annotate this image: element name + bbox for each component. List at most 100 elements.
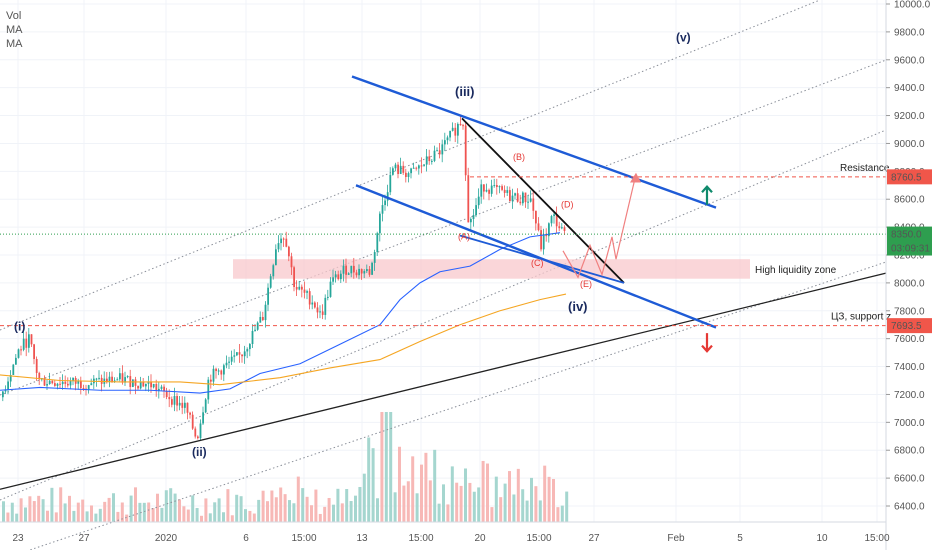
candle-body xyxy=(228,361,230,363)
candle-body xyxy=(38,372,41,380)
x-tick-label: 10 xyxy=(816,533,828,544)
wave-label: (ii) xyxy=(192,445,207,459)
candle-body xyxy=(176,396,178,406)
volume-bar xyxy=(257,499,261,522)
candle-body xyxy=(316,307,319,313)
volume-bar xyxy=(230,515,234,522)
volume-bar xyxy=(252,513,256,522)
candle-body xyxy=(438,150,441,155)
wave-label: (C) xyxy=(531,258,544,268)
candle-body xyxy=(243,351,246,357)
candle-body xyxy=(324,297,327,315)
candle-body xyxy=(509,190,511,202)
candle-body xyxy=(106,378,108,383)
volume-bar xyxy=(90,505,93,522)
price-badge-label: 8350.0 xyxy=(891,230,922,241)
y-tick-label: 9400.0 xyxy=(894,83,925,94)
volume-bar xyxy=(147,502,151,522)
volume-bar xyxy=(292,503,296,522)
candle-body xyxy=(82,388,85,390)
y-tick-label: 6800.0 xyxy=(894,446,925,457)
volume-bar xyxy=(411,456,415,522)
candle-body xyxy=(410,168,412,174)
volume-bar xyxy=(164,490,168,522)
volume-bar xyxy=(503,483,507,522)
candle-body xyxy=(54,383,56,386)
volume-bar xyxy=(10,502,14,522)
candle-body xyxy=(230,356,233,362)
candle-body xyxy=(20,349,22,351)
candle-body xyxy=(212,368,215,382)
candle-body xyxy=(51,380,54,384)
candle-body xyxy=(470,219,472,223)
volume-bar xyxy=(2,501,5,522)
candle-body xyxy=(67,383,69,386)
volume-bar xyxy=(248,510,252,522)
volume-bar xyxy=(477,487,481,522)
candle-body xyxy=(124,377,126,383)
volume-bar xyxy=(24,507,27,522)
x-tick-label: 15:00 xyxy=(291,533,316,544)
candle-body xyxy=(4,389,7,392)
candle-body xyxy=(371,262,373,275)
candle-body xyxy=(178,402,181,406)
candle-body xyxy=(347,273,350,275)
candle-body xyxy=(262,316,264,321)
candle-body xyxy=(254,329,256,331)
wave-label: (A) xyxy=(458,232,470,242)
candle-body xyxy=(275,249,277,266)
candle-body xyxy=(285,238,288,247)
y-tick-label: 7800.0 xyxy=(894,306,925,317)
volume-bar xyxy=(516,468,520,522)
candle-body xyxy=(529,198,532,202)
volume-bar xyxy=(301,488,305,522)
candle-body xyxy=(223,365,225,375)
candle-body xyxy=(28,334,30,348)
candle-body xyxy=(537,223,540,231)
volume-bar xyxy=(508,471,511,522)
candle-body xyxy=(25,338,28,348)
volume-bar xyxy=(50,487,54,522)
volume-bar xyxy=(376,498,379,522)
candle-body xyxy=(2,391,4,398)
candle-body xyxy=(418,165,420,169)
x-tick-label: 23 xyxy=(12,533,24,544)
candle-body xyxy=(199,423,202,439)
volume-bar xyxy=(420,464,423,522)
candle-body xyxy=(160,386,163,389)
wave-label: (i) xyxy=(14,319,25,333)
volume-bar xyxy=(472,491,476,522)
candle-body xyxy=(137,385,139,389)
volume-bar xyxy=(538,500,542,522)
candle-body xyxy=(314,302,316,308)
candle-body xyxy=(111,376,113,383)
candle-body xyxy=(535,210,537,224)
candle-body xyxy=(217,370,220,372)
volume-bar xyxy=(37,495,41,522)
volume-bar xyxy=(354,495,357,522)
candle-body xyxy=(381,205,384,214)
candle-body xyxy=(433,150,436,161)
candle-body xyxy=(282,238,285,240)
candle-body xyxy=(64,381,67,384)
volume-bar xyxy=(446,504,450,522)
legend-vol[interactable]: Vol xyxy=(6,10,22,22)
candle-body xyxy=(69,380,72,386)
candle-body xyxy=(436,150,438,152)
candle-body xyxy=(363,271,366,274)
legend-ma-1[interactable]: MA xyxy=(6,24,23,36)
candle-body xyxy=(485,189,488,192)
volume-bar xyxy=(547,476,551,522)
candle-body xyxy=(48,380,51,385)
candle-body xyxy=(17,349,20,358)
price-badge-label: 7693.5 xyxy=(891,321,922,332)
volume-bar xyxy=(239,496,243,522)
legend-ma-2[interactable]: MA xyxy=(6,38,23,50)
candle-body xyxy=(15,357,17,365)
volume-bar xyxy=(103,501,107,522)
candle-body xyxy=(236,352,238,356)
candle-body xyxy=(329,281,332,297)
triangle-lower-line xyxy=(459,234,625,284)
